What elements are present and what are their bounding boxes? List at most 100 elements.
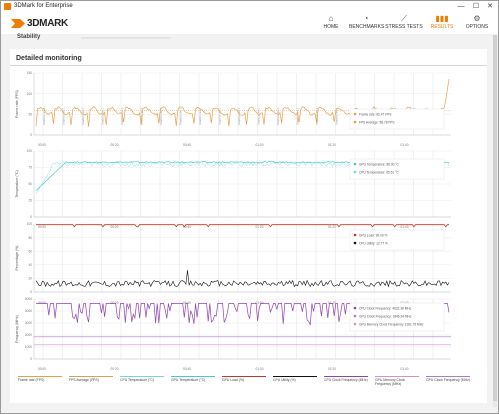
x-tick-label: 00:20 [111,225,119,229]
bottom-legend-item[interactable]: GPU Load (%) [222,376,266,382]
bottom-legend-item[interactable]: CPU Temperature (°C) [120,376,164,382]
y-tick-label: 0 [30,215,32,219]
y-tick-label: 0 [30,290,32,294]
loop-marker-label: Graphics test 1 [335,107,339,125]
y-tick-label: 100 [27,149,33,153]
chart-panel-3: Percentage (%) 100 80 60 40 20 0 00:00 00:20 00:4… [15,222,451,305]
y-axis-label: Frequency (MHz) [15,315,19,343]
benchmarks-icon: ◔ [363,14,369,23]
legend-entry: CPU Utility: 12.77 % [359,241,388,245]
loop-marker-label: Graphics test 1 [218,107,222,125]
stability-label: Stability [17,34,41,40]
legend-marker [353,314,357,318]
chart-panel-2: Temperature (°C) 100 75 50 25 0 00:00 00:20 00:4… [15,149,451,229]
loop-marker-label: Graphics test 1 [237,107,241,125]
x-tick-label: 00:40 [183,301,191,305]
loop-marker-label: Graphics test 1 [257,107,261,125]
vertical-scrollbar[interactable] [493,35,497,407]
bottom-legend-item[interactable]: GPU Temperature (°C) [171,376,215,382]
y-tick-label: 50 [28,182,32,186]
app-header: 3DMARK ⌂ HOME ◔ BENCHMARKS ⟋ STRESS TESTS ▮▮▮ R… [1,12,498,34]
nav-results[interactable]: ▮▮▮ RESULTS [425,13,459,30]
series-line-gpu-load [36,224,449,228]
divider [10,65,487,66]
logo-text: 3DMARK [27,17,68,29]
x-tick-label: 01:00 [256,301,264,305]
y-tick-label: 2000 [25,333,32,337]
nav-label: RESULTS [430,24,454,30]
x-tick-label: 00:20 [111,301,119,305]
legend-marker [353,322,357,326]
x-tick-label: 00:00 [38,143,46,147]
bottom-legend-item[interactable]: CPU Clock Frequency (MHz) [324,376,368,382]
nav-label: BENCHMARKS [349,24,385,30]
x-tick-label: 01:20 [328,301,336,305]
nav-options[interactable]: ⚙ OPTIONS [460,13,494,30]
close-button[interactable]: ✕ [487,3,493,10]
panel-title: Detailed monitoring [16,55,82,62]
results-icon: ▮▮▮ [435,14,449,23]
x-tick-label: 00:40 [183,143,191,147]
bottom-legend-item[interactable]: CPU Utility (%) [273,376,317,382]
nav-benchmarks[interactable]: ◔ BENCHMARKS [349,13,385,30]
inline-legend-box [349,302,445,332]
window-title: 3DMark for Enterprise [14,3,73,9]
y-tick-label: 0 [30,357,32,361]
nav-label: OPTIONS [465,24,489,30]
x-tick-label: 00:40 [183,367,191,371]
app-icon [4,3,11,10]
loop-marker-label: Graphics test 1 [296,107,300,125]
loop-marker-label: Graphics test 1 [159,107,163,125]
inline-legend-box [349,108,445,130]
x-tick-label: 00:20 [111,367,119,371]
loop-marker-label: Graphics test 1 [81,107,85,125]
legend-marker [353,162,357,166]
nav-label: STRESS TESTS [385,24,423,30]
y-tick-label: 3000 [25,321,32,325]
y-tick-label: 5000 [25,297,32,301]
y-axis-label: Percentage (%) [15,246,19,271]
loop-marker-label: Graphics test 1 [62,107,66,125]
title-bar: 3DMark for Enterprise — ☐ ✕ [1,1,498,12]
minimize-button[interactable]: — [457,3,465,10]
x-tick-label: 00:00 [38,367,46,371]
nav-home[interactable]: ⌂ HOME [314,13,348,30]
x-tick-label: 01:20 [328,143,336,147]
x-tick-label: 01:40 [401,143,409,147]
y-tick-label: 50 [28,113,32,117]
bottom-legend-item[interactable]: Frame rate (FPS) [18,376,62,382]
loop-marker-label: Graphics test 1 [315,107,319,125]
y-tick-label: 80 [28,236,32,240]
y-tick-label: 100 [27,92,33,96]
legend-marker [353,112,357,116]
y-tick-label: 25 [28,199,32,203]
x-tick-label: 00:00 [38,301,46,305]
detailed-monitoring-panel: Detailed monitoring Frame rate (FPS) 150 1… [10,49,487,403]
home-icon: ⌂ [328,14,334,23]
y-axis-label: Frame rate (FPS) [15,90,19,118]
x-tick-label: 01:20 [328,367,336,371]
legend-entry: CPU Clock Frequency: 4632.38 MHz [359,306,412,310]
y-tick-label: 40 [28,263,32,267]
legend-entry: GPU Load: 99.00 % [359,233,388,237]
x-tick-label: 01:00 [256,143,264,147]
bottom-legend-item[interactable]: GPU Memory Clock Frequency (MHz) [375,376,419,386]
y-tick-label: 1000 [25,345,32,349]
bottom-legend-item[interactable]: GPU Clock Frequency (MHz) [426,376,470,382]
x-tick-label: 00:20 [111,143,119,147]
legend-entry: GPU Temperature: 86.00 °C [359,162,400,166]
x-tick-label: 01:40 [401,225,409,229]
loop-marker-label: Graphics test 1 [42,107,46,125]
nav-stress-tests[interactable]: ⟋ STRESS TESTS [384,13,424,30]
legend-marker [353,306,357,310]
legend-entry: CPU Temperature: 65.51 °C [359,170,399,174]
bottom-legend-item[interactable]: FPS Average (FPS) [69,376,113,382]
logo: 3DMARK [11,17,68,29]
legend-marker [353,120,357,124]
scrollbar-thumb[interactable] [493,35,497,401]
maximize-button[interactable]: ☐ [472,3,480,10]
loop-marker-label: Graphics test 1 [140,107,144,125]
logo-mark-icon [11,18,25,28]
series-line-cpu-utility [35,270,450,288]
